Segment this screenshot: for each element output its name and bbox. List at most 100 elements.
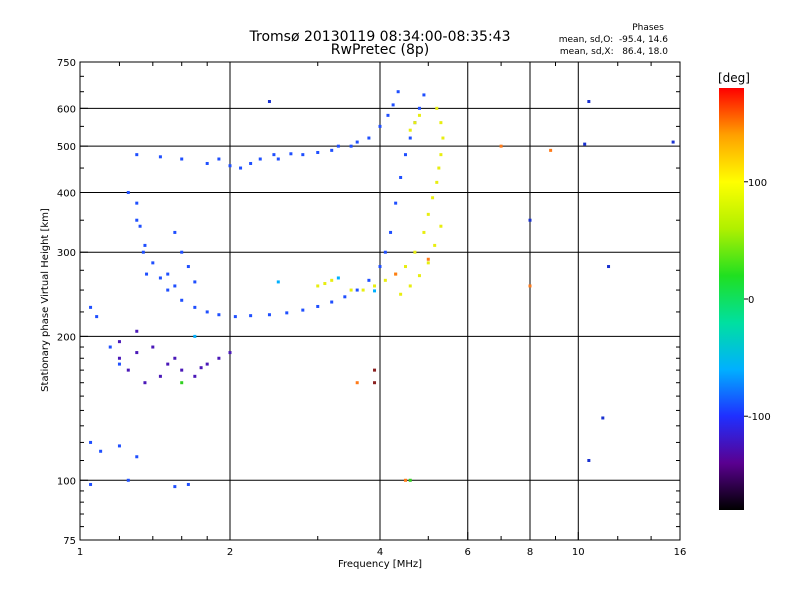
data-point — [249, 314, 253, 318]
data-point — [316, 304, 320, 308]
data-point — [173, 230, 177, 234]
data-point — [141, 250, 145, 254]
data-point — [89, 482, 93, 486]
data-point — [408, 136, 412, 140]
data-point — [145, 272, 149, 276]
data-point — [383, 250, 387, 254]
data-point — [126, 368, 130, 372]
data-point — [193, 280, 197, 284]
data-point — [301, 308, 305, 312]
data-point — [403, 478, 407, 482]
data-point — [422, 230, 426, 234]
data-point — [193, 374, 197, 378]
data-point — [413, 250, 417, 254]
legend-line-x: mean, sd,X: 86.4, 18.0 — [560, 47, 668, 57]
data-point — [89, 305, 93, 309]
data-point — [95, 315, 99, 319]
data-point — [367, 136, 371, 140]
data-point — [301, 153, 305, 157]
data-point — [158, 374, 162, 378]
data-point — [426, 261, 430, 265]
data-point — [330, 300, 334, 304]
data-point — [89, 440, 93, 444]
data-point — [361, 288, 365, 292]
data-point — [217, 313, 221, 317]
x-axis-label: Frequency [MHz] — [338, 559, 422, 570]
y-tick-label: 600 — [57, 104, 76, 115]
data-point — [383, 278, 387, 282]
data-point — [173, 356, 177, 360]
y-tick-label: 300 — [57, 248, 76, 259]
data-point — [228, 351, 232, 355]
data-point — [135, 455, 139, 459]
y-tick-label: 400 — [57, 188, 76, 199]
data-point — [316, 284, 320, 288]
data-point — [166, 288, 170, 292]
data-point — [249, 161, 253, 165]
grid-lines — [80, 62, 680, 540]
y-tick-label: 200 — [57, 332, 76, 343]
data-point — [399, 292, 403, 296]
data-point — [378, 124, 382, 128]
data-point — [193, 305, 197, 309]
colorbar-tick-label: 100 — [748, 178, 767, 189]
data-point — [587, 100, 591, 104]
y-tick-label: 750 — [57, 58, 76, 69]
chart-subtitle: RwPretec (8p) — [331, 42, 429, 58]
data-point — [403, 153, 407, 157]
data-point — [355, 288, 359, 292]
data-point — [180, 298, 184, 302]
y-axis-label: Stationary phase Virtual Height [km] — [40, 208, 51, 392]
data-point — [217, 356, 221, 360]
data-point — [433, 243, 437, 247]
data-point — [336, 144, 340, 148]
data-point — [205, 310, 209, 314]
x-tick-label: 1 — [77, 547, 83, 558]
data-point — [151, 261, 155, 265]
data-point — [394, 272, 398, 276]
data-point — [373, 368, 377, 372]
colorbar-tick-label: 0 — [748, 295, 754, 306]
data-point — [117, 444, 121, 448]
data-point — [193, 334, 197, 338]
data-point — [186, 265, 190, 269]
data-point — [607, 265, 611, 269]
data-point — [126, 190, 130, 194]
data-point — [117, 340, 121, 344]
data-point — [135, 329, 139, 333]
data-point — [330, 278, 334, 282]
data-point — [239, 166, 243, 170]
data-point — [435, 180, 439, 184]
data-point — [217, 157, 221, 161]
data-point — [117, 362, 121, 366]
data-point — [422, 93, 426, 97]
data-point — [135, 153, 139, 157]
data-point — [258, 157, 262, 161]
data-point — [316, 150, 320, 154]
data-point — [343, 295, 347, 299]
data-point — [671, 140, 675, 144]
data-point — [336, 276, 340, 280]
data-point — [285, 311, 289, 315]
data-point — [528, 284, 532, 288]
data-point — [180, 381, 184, 385]
data-point — [373, 284, 377, 288]
data-point — [386, 113, 390, 117]
data-point — [349, 288, 353, 292]
data-point — [330, 148, 334, 152]
data-point — [180, 250, 184, 254]
data-point — [439, 121, 443, 125]
data-point — [373, 289, 377, 293]
data-point — [272, 153, 276, 157]
data-point — [158, 276, 162, 280]
x-tick-label: 16 — [674, 547, 687, 558]
legend-title: Phases — [632, 23, 664, 33]
data-point — [108, 345, 112, 349]
data-point — [205, 362, 209, 366]
x-tick-label: 8 — [527, 547, 533, 558]
data-point — [117, 356, 121, 360]
y-tick-label: 100 — [57, 476, 76, 487]
legend-line-o: mean, sd,O: -95.4, 14.6 — [559, 35, 669, 45]
data-point — [367, 278, 371, 282]
data-point — [435, 106, 439, 110]
